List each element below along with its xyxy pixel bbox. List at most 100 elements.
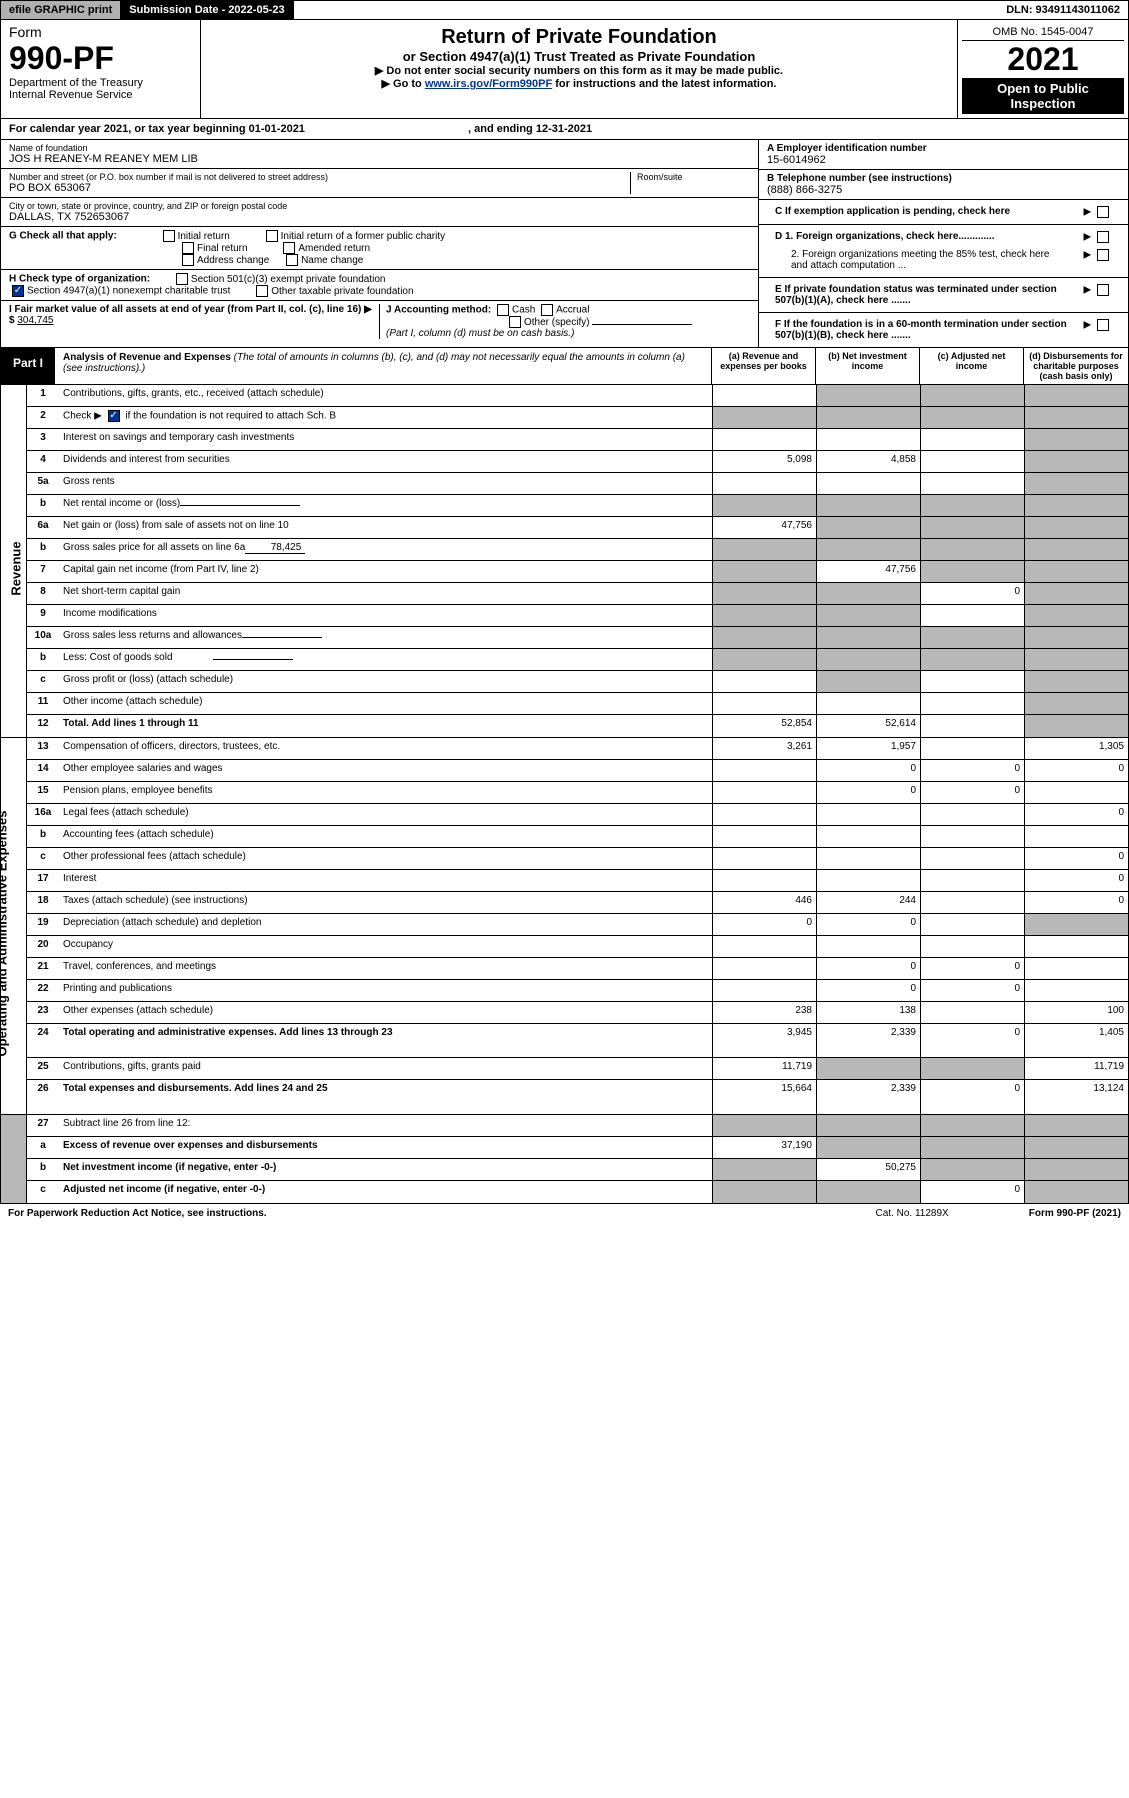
line-23-a: 238 — [712, 1002, 816, 1023]
side-expenses: Operating and Administrative Expenses — [0, 811, 9, 1057]
line-26-b: 2,339 — [816, 1080, 920, 1114]
line-27b: Net investment income (if negative, ente… — [59, 1159, 712, 1180]
form-title: Return of Private Foundation — [207, 26, 951, 49]
chk-address-change[interactable] — [182, 254, 194, 266]
line-19: Depreciation (attach schedule) and deple… — [59, 914, 712, 935]
line-17: Interest — [59, 870, 712, 891]
note-ssn: ▶ Do not enter social security numbers o… — [207, 64, 951, 77]
line-19-a: 0 — [712, 914, 816, 935]
line-22-b: 0 — [816, 980, 920, 1001]
line-18-a: 446 — [712, 892, 816, 913]
line-3: Interest on savings and temporary cash i… — [59, 429, 712, 450]
line-24-d: 1,405 — [1024, 1024, 1128, 1057]
foundation-name: JOS H REANEY-M REANEY MEM LIB — [9, 153, 750, 165]
submission-date: Submission Date - 2022-05-23 — [121, 1, 293, 19]
line-25-d: 11,719 — [1024, 1058, 1128, 1079]
note-instructions: ▶ Go to www.irs.gov/Form990PF for instru… — [207, 77, 951, 90]
chk-schb[interactable] — [108, 410, 120, 422]
chk-c[interactable] — [1097, 206, 1109, 218]
period-begin: 01-01-2021 — [249, 123, 305, 135]
c-text: C If exemption application is pending, c… — [767, 203, 1076, 221]
chk-501c3[interactable] — [176, 273, 188, 285]
chk-amended-return[interactable] — [283, 242, 295, 254]
line-25-a: 11,719 — [712, 1058, 816, 1079]
line-4-b: 4,858 — [816, 451, 920, 472]
chk-name-change[interactable] — [286, 254, 298, 266]
form-footer: For Paperwork Reduction Act Notice, see … — [0, 1204, 1129, 1223]
chk-other-taxable[interactable] — [256, 285, 268, 297]
fmv-value: 304,745 — [17, 315, 53, 326]
i-label: I Fair market value of all assets at end… — [9, 304, 372, 326]
line-6a: Net gain or (loss) from sale of assets n… — [59, 517, 712, 538]
line-20: Occupancy — [59, 936, 712, 957]
e-text: E If private foundation status was termi… — [767, 281, 1076, 309]
chk-d1[interactable] — [1097, 231, 1109, 243]
g-label: G Check all that apply: — [9, 231, 117, 242]
line-27b-b: 50,275 — [816, 1159, 920, 1180]
omb-number: OMB No. 1545-0047 — [962, 24, 1124, 41]
line-8: Net short-term capital gain — [59, 583, 712, 604]
chk-accrual[interactable] — [541, 304, 553, 316]
line-10a: Gross sales less returns and allowances — [59, 627, 712, 648]
calendar-year-row: For calendar year 2021, or tax year begi… — [0, 119, 1129, 140]
top-bar: efile GRAPHIC print Submission Date - 20… — [0, 0, 1129, 20]
efile-print-button[interactable]: efile GRAPHIC print — [1, 1, 121, 19]
line-12-a: 52,854 — [712, 715, 816, 737]
city-label: City or town, state or province, country… — [9, 201, 750, 211]
line-23: Other expenses (attach schedule) — [59, 1002, 712, 1023]
line-13-a: 3,261 — [712, 738, 816, 759]
ein-label: A Employer identification number — [767, 143, 1120, 154]
part-1-tag: Part I — [1, 348, 55, 384]
chk-initial-former[interactable] — [266, 230, 278, 242]
tax-year: 2021 — [962, 41, 1124, 78]
line-26-d: 13,124 — [1024, 1080, 1128, 1114]
line-21: Travel, conferences, and meetings — [59, 958, 712, 979]
line-16b: Accounting fees (attach schedule) — [59, 826, 712, 847]
form-ref: Form 990-PF (2021) — [1029, 1208, 1121, 1219]
line-14: Other employee salaries and wages — [59, 760, 712, 781]
form-label: Form — [9, 24, 192, 40]
line-19-b: 0 — [816, 914, 920, 935]
chk-final-return[interactable] — [182, 242, 194, 254]
side-revenue: Revenue — [8, 541, 23, 595]
period-end: 12-31-2021 — [536, 123, 592, 135]
chk-initial-return[interactable] — [163, 230, 175, 242]
chk-other-method[interactable] — [509, 316, 521, 328]
line-10b: Less: Cost of goods sold — [59, 649, 712, 670]
chk-cash[interactable] — [497, 304, 509, 316]
chk-4947a1[interactable] — [12, 285, 24, 297]
line-23-d: 100 — [1024, 1002, 1128, 1023]
col-b-header: (b) Net investment income — [816, 348, 920, 384]
line-16a: Legal fees (attach schedule) — [59, 804, 712, 825]
line-18-d: 0 — [1024, 892, 1128, 913]
line-24: Total operating and administrative expen… — [59, 1024, 712, 1057]
summary-section: 27Subtract line 26 from line 12: aExcess… — [0, 1115, 1129, 1204]
line-7-b: 47,756 — [816, 561, 920, 582]
line-6a-a: 47,756 — [712, 517, 816, 538]
form-number: 990-PF — [9, 40, 192, 77]
line-2: Check ▶ if the foundation is not require… — [59, 407, 712, 428]
line-18-b: 244 — [816, 892, 920, 913]
line-27a-a: 37,190 — [712, 1137, 816, 1158]
col-a-header: (a) Revenue and expenses per books — [712, 348, 816, 384]
col-c-header: (c) Adjusted net income — [920, 348, 1024, 384]
dept-line-1: Department of the Treasury — [9, 77, 192, 89]
foundation-name-label: Name of foundation — [9, 143, 750, 153]
line-24-c: 0 — [920, 1024, 1024, 1057]
chk-e[interactable] — [1097, 284, 1109, 296]
line-4-a: 5,098 — [712, 451, 816, 472]
chk-f[interactable] — [1097, 319, 1109, 331]
chk-d2[interactable] — [1097, 249, 1109, 261]
f-text: F If the foundation is in a 60-month ter… — [767, 316, 1076, 344]
line-21-b: 0 — [816, 958, 920, 979]
tel-value: (888) 866-3275 — [767, 184, 1120, 196]
line-1: Contributions, gifts, grants, etc., rece… — [59, 385, 712, 406]
line-12-b: 52,614 — [816, 715, 920, 737]
room-suite-label: Room/suite — [630, 172, 750, 194]
line-11: Other income (attach schedule) — [59, 693, 712, 714]
line-22: Printing and publications — [59, 980, 712, 1001]
line-7: Capital gain net income (from Part IV, l… — [59, 561, 712, 582]
form-subtitle: or Section 4947(a)(1) Trust Treated as P… — [207, 49, 951, 64]
instructions-link[interactable]: www.irs.gov/Form990PF — [425, 78, 552, 90]
line-10c: Gross profit or (loss) (attach schedule) — [59, 671, 712, 692]
